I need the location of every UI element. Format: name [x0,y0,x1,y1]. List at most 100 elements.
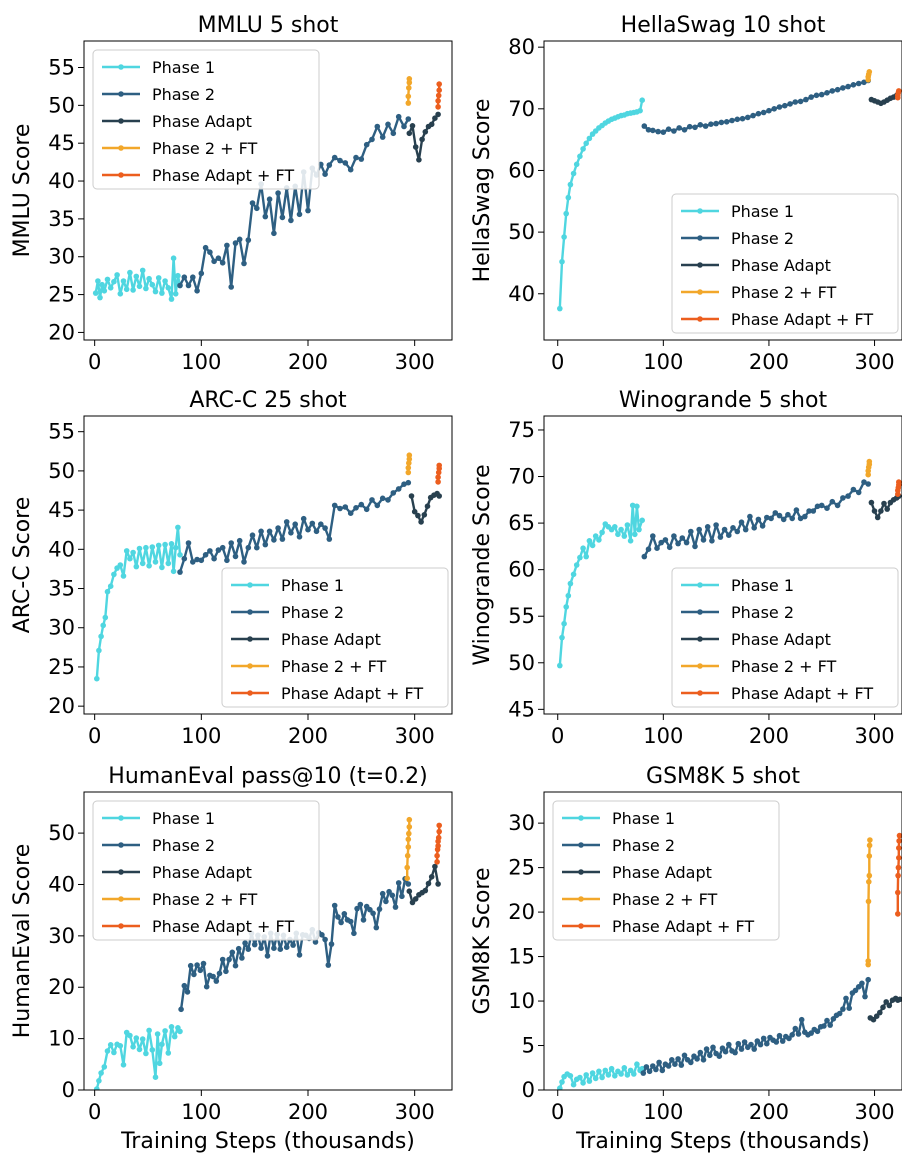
y-tick-label: 50 [48,821,75,845]
y-tick-label: 25 [48,283,75,307]
data-point [692,124,698,131]
data-point [271,230,277,237]
data-point [415,512,421,519]
legend-label: Phase 2 [152,85,215,104]
data-point [868,499,875,506]
data-point [704,524,711,530]
data-point [379,495,386,502]
data-point [434,859,440,865]
data-point [639,97,645,103]
data-point [748,1041,754,1048]
data-point [570,170,577,177]
data-point [94,675,100,682]
data-point [159,564,165,571]
legend-swatch-marker [118,172,124,178]
data-point [895,872,901,879]
x-tick-label: 300 [395,350,435,374]
data-point [776,1032,783,1039]
data-point [596,1068,602,1075]
data-point [139,560,146,567]
data-point [395,486,402,492]
data-point [123,286,130,293]
legend-item: Phase Adapt [681,630,831,649]
legend: Phase 1 Phase 2 Phase Adapt Phase 2 + FT Pha… [221,567,449,708]
data-point [236,236,243,243]
legend-item: Phase 2 + FT [562,890,718,909]
legend-box [552,800,780,941]
data-point [624,1072,631,1078]
data-point [829,498,836,505]
data-point [120,1062,127,1068]
data-point [146,563,152,569]
y-tick-label: 0 [62,1078,75,1102]
data-point [406,816,413,823]
data-point [634,1061,640,1067]
data-point [390,490,397,496]
data-point [98,1070,104,1076]
data-point [390,130,397,137]
x-tick-label: 300 [854,1100,894,1124]
data-point [565,194,572,201]
data-point [660,129,667,135]
data-point [241,260,247,267]
data-point [586,135,593,142]
data-point [405,469,412,476]
y-tick-label: 35 [48,207,75,231]
chart-title: HellaSwag 10 shot [621,13,826,38]
data-point [792,99,799,105]
data-point [175,272,181,279]
legend-label: Phase Adapt + FT [152,166,294,185]
data-point [787,101,793,107]
y-tick-label: 15 [508,945,535,969]
plot-area [557,69,902,312]
legend-box [92,49,320,190]
legend-swatch-marker [697,663,703,669]
data-point [99,281,105,288]
data-point [159,290,165,296]
data-point [202,552,209,558]
data-point [735,1040,742,1047]
legend-label: Phase 2 [152,836,215,855]
data-point [127,269,133,276]
data-point [337,157,343,164]
data-point [185,540,192,546]
y-tick-label: 20 [508,900,535,924]
data-point [120,278,127,284]
plot-area [557,458,902,669]
data-point [404,875,411,882]
data-point [305,207,311,214]
legend-swatch-marker [578,869,584,875]
data-point [232,553,239,560]
data-point [866,458,873,465]
data-point [283,944,290,950]
data-point [406,888,413,894]
data-point [629,502,636,509]
data-point [764,514,770,521]
data-point [405,93,412,100]
legend-swatch-marker [697,690,703,696]
legend-item: Phase 2 [681,603,794,622]
y-tick-label: 70 [508,465,535,489]
data-point [692,543,698,550]
data-point [436,822,443,829]
data-point [738,1046,745,1052]
data-point [245,544,252,551]
y-tick-label: 20 [48,320,75,344]
legend-item: Phase 2 + FT [681,283,837,302]
data-point [559,1079,565,1085]
data-point [656,1059,662,1066]
data-point [806,508,812,514]
data-point [170,568,177,575]
data-point [156,1060,163,1067]
legend-label: Phase Adapt [152,863,252,882]
data-point [700,1057,707,1063]
x-tick-label: 0 [551,724,564,748]
data-point [191,971,197,978]
x-axis-label: Training Steps (thousands) [120,1129,415,1154]
legend-label: Phase 1 [281,576,344,595]
x-tick-label: 300 [395,1100,435,1124]
data-point [102,614,109,621]
data-point [292,521,299,527]
data-point [852,987,859,994]
data-point [229,949,236,956]
